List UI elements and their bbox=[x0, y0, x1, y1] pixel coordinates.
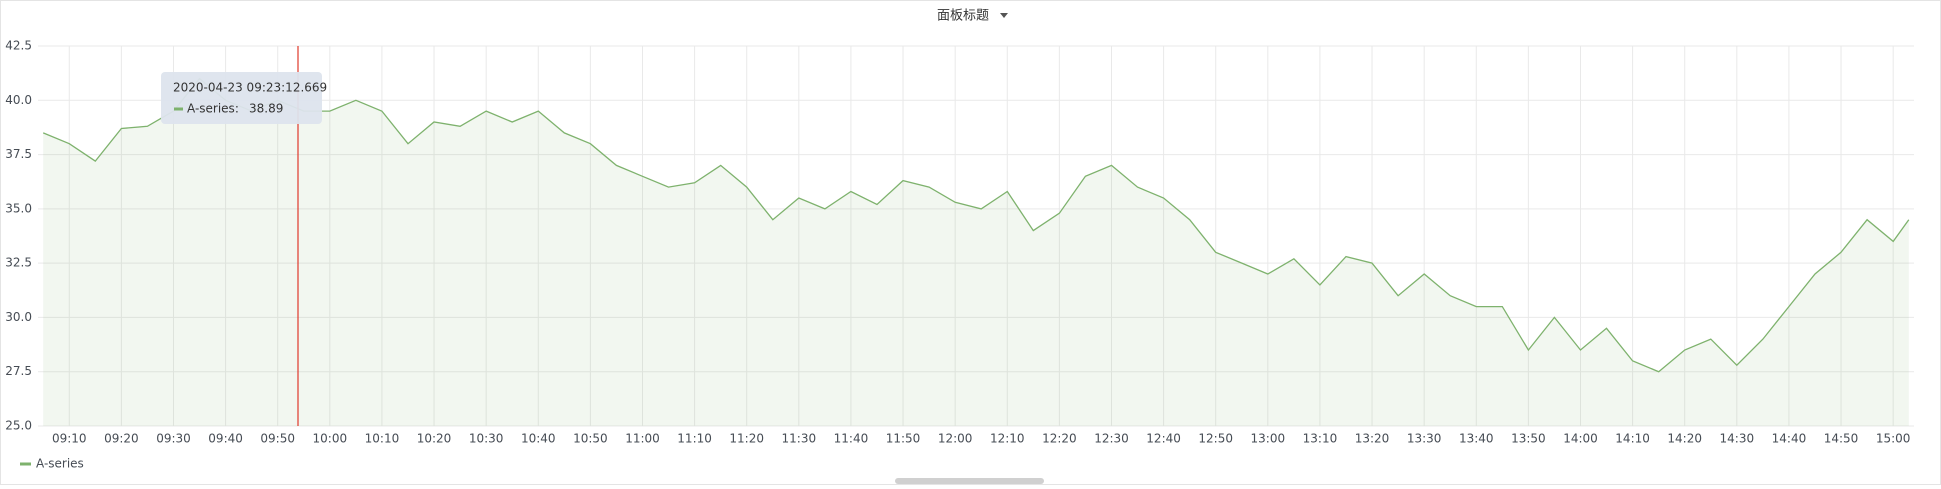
x-tick-label: 11:40 bbox=[834, 432, 869, 446]
x-tick-label: 09:50 bbox=[260, 432, 295, 446]
y-tick-label: 37.5 bbox=[5, 147, 32, 161]
tooltip-time: 2020-04-23 09:23:12.669 bbox=[173, 81, 327, 95]
x-tick-label: 11:10 bbox=[677, 432, 712, 446]
x-tick-label: 10:00 bbox=[313, 432, 348, 446]
x-tick-label: 13:50 bbox=[1511, 432, 1546, 446]
x-tick-label: 13:00 bbox=[1251, 432, 1286, 446]
x-tick-label: 11:20 bbox=[729, 432, 764, 446]
y-tick-label: 27.5 bbox=[5, 364, 32, 378]
title-caret[interactable] bbox=[1000, 13, 1008, 18]
line bbox=[42, 77, 1910, 373]
x-tick-label: 12:10 bbox=[990, 432, 1025, 446]
y-tick-label: 35.0 bbox=[5, 201, 32, 215]
y-tick-label: 40.0 bbox=[5, 93, 32, 107]
x-tick-label: 12:50 bbox=[1198, 432, 1233, 446]
x-tick-label: 12:40 bbox=[1146, 432, 1181, 446]
tooltip-value: 38.89 bbox=[249, 102, 283, 116]
x-tick-label: 10:10 bbox=[365, 432, 400, 446]
x-tick-label: 10:30 bbox=[469, 432, 504, 446]
x-tick-label: 14:50 bbox=[1824, 432, 1859, 446]
tooltip: 2020-04-23 09:23:12.669 A-series: 38.89 bbox=[161, 72, 327, 124]
x-tick-label: 11:30 bbox=[782, 432, 817, 446]
x-tick-label: 12:20 bbox=[1042, 432, 1077, 446]
area bbox=[43, 78, 1909, 426]
x-tick-label: 13:30 bbox=[1407, 432, 1442, 446]
x-tick-label: 10:50 bbox=[573, 432, 608, 446]
x-tick-label: 14:10 bbox=[1615, 432, 1650, 446]
legend-label[interactable]: A-series bbox=[36, 457, 84, 471]
panel-title[interactable]: 面板标题 bbox=[937, 9, 989, 24]
x-tick-label: 12:00 bbox=[938, 432, 973, 446]
x-tick-label: 09:40 bbox=[208, 432, 243, 446]
x-tick-label: 13:10 bbox=[1303, 432, 1338, 446]
scrollbar[interactable] bbox=[895, 478, 1044, 484]
x-tick-label: 10:40 bbox=[521, 432, 556, 446]
x-tick-label: 14:00 bbox=[1563, 432, 1598, 446]
x-tick-label: 12:30 bbox=[1094, 432, 1129, 446]
x-tick-label: 09:20 bbox=[104, 432, 139, 446]
x-tick-label: 14:20 bbox=[1667, 432, 1702, 446]
x-tick-label: 15:00 bbox=[1876, 432, 1911, 446]
tooltip-series: A-series: bbox=[187, 102, 239, 116]
x-tick-label: 09:10 bbox=[52, 432, 87, 446]
legend: A-series bbox=[20, 457, 84, 471]
tooltip-box bbox=[161, 72, 322, 124]
x-tick-label: 11:00 bbox=[625, 432, 660, 446]
y-tick-label: 25.0 bbox=[5, 419, 32, 433]
y-tick-label: 32.5 bbox=[5, 256, 32, 270]
plot bbox=[42, 77, 1910, 426]
x-tick-label: 09:30 bbox=[156, 432, 191, 446]
x-tick-label: 14:30 bbox=[1720, 432, 1755, 446]
x-tick-label: 14:40 bbox=[1772, 432, 1807, 446]
x-tick-label: 13:40 bbox=[1459, 432, 1494, 446]
y-tick-label: 30.0 bbox=[5, 310, 32, 324]
grid: 25.0 27.5 30.0 32.5 35.0 37.5 40.0 42.5 09:10 09:… bbox=[5, 39, 1914, 446]
x-tick-label: 10:20 bbox=[417, 432, 452, 446]
x-tick-label: 11:50 bbox=[886, 432, 921, 446]
y-tick-label: 42.5 bbox=[5, 39, 32, 53]
x-tick-label: 13:20 bbox=[1355, 432, 1390, 446]
